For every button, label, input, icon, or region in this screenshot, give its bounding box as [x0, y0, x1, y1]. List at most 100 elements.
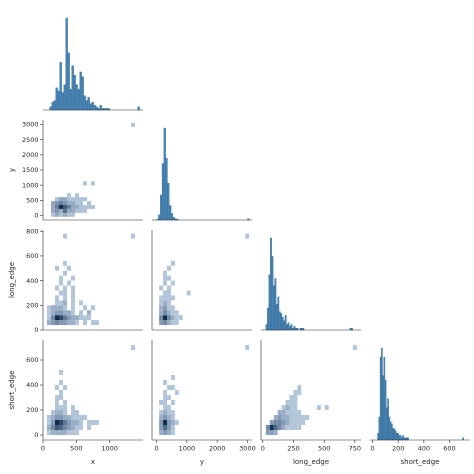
x-tick-label: 750 — [349, 445, 361, 453]
x-tick-label: 600 — [443, 445, 455, 453]
heat-cell — [71, 208, 75, 213]
heat-cell — [170, 375, 175, 380]
heat-cell — [281, 420, 286, 425]
heat-cell — [159, 285, 164, 291]
heat-cell — [170, 400, 175, 405]
heat-cell — [83, 197, 87, 202]
heat-cell — [67, 205, 71, 209]
heat-cell — [245, 345, 250, 350]
hist-bar — [160, 194, 163, 221]
hist-bar — [382, 375, 384, 441]
heat-cell — [59, 405, 63, 410]
heat-cell — [87, 420, 91, 425]
heat-cell — [83, 320, 87, 326]
heat-cell — [83, 181, 87, 186]
hist-bar — [271, 256, 274, 331]
y-tick-label: 400 — [26, 277, 38, 285]
heat-cell — [75, 193, 79, 198]
hist-bar — [99, 105, 102, 111]
heat-cell — [170, 305, 175, 311]
y-axis-label-long_edge: long_edge — [8, 262, 16, 298]
heat-cell — [163, 420, 167, 425]
heat-cell — [167, 285, 171, 291]
y-tick-label: 1000 — [22, 181, 39, 189]
heat-cell — [63, 305, 67, 311]
heat-cell — [170, 320, 175, 326]
heat-cell — [297, 410, 302, 415]
heat-cell — [75, 430, 79, 435]
y-tick-label: 2500 — [22, 136, 39, 144]
hist-bar — [71, 65, 74, 111]
heat-cell — [83, 315, 87, 321]
heat-cell — [159, 410, 164, 415]
heatmap-short_edge-vs-y: 0 1000 2000 3000 — [151, 340, 256, 453]
heat-cell — [83, 205, 87, 209]
heat-cell — [63, 430, 67, 435]
heat-cell — [167, 310, 171, 316]
heat-cell — [47, 430, 51, 435]
hist-bar — [387, 398, 389, 441]
hist-bar — [169, 205, 172, 221]
heat-cell — [63, 285, 67, 291]
x-tick-label: 3000 — [239, 445, 256, 453]
y-tick-label: 1500 — [22, 166, 39, 174]
heat-cell — [95, 320, 99, 326]
heat-cell — [51, 205, 55, 209]
hist-bar — [377, 432, 379, 441]
heat-cell — [167, 385, 171, 390]
heat-cell — [163, 425, 167, 430]
heat-cell — [273, 430, 278, 435]
heat-cell — [75, 315, 79, 321]
heat-cell — [79, 315, 83, 321]
heat-cell — [71, 201, 75, 205]
heat-cell — [51, 201, 55, 205]
heat-cell — [55, 295, 59, 301]
heat-cell — [83, 305, 87, 311]
heat-cell — [63, 410, 67, 415]
heat-cell — [281, 425, 286, 430]
heat-cell — [170, 430, 175, 435]
heat-cell — [67, 208, 71, 213]
heat-cell — [159, 415, 164, 420]
y-tick-label: 600 — [26, 252, 38, 260]
heat-cell — [167, 415, 171, 420]
heat-cell — [71, 320, 75, 326]
hist-bar — [289, 326, 291, 331]
heat-cell — [297, 425, 302, 430]
heat-cell — [55, 415, 59, 420]
heat-cell — [273, 415, 278, 420]
heat-cell — [163, 390, 167, 395]
heat-cell — [285, 425, 290, 430]
heat-cell — [63, 208, 67, 213]
y-tick-label: 2000 — [22, 151, 39, 159]
heat-cell — [281, 415, 286, 420]
heat-cell — [55, 300, 59, 306]
heat-cell — [79, 201, 83, 205]
heat-cell — [63, 415, 67, 420]
heat-cell — [59, 300, 63, 306]
heat-cell — [159, 310, 164, 316]
heat-cell — [63, 315, 67, 321]
heatmap-long_edge-vs-x: 0 200 400 600 800 — [26, 227, 143, 334]
heat-cell — [71, 205, 75, 209]
heat-cell — [51, 425, 55, 430]
x-tick-label: 250 — [287, 445, 299, 453]
heat-cell — [59, 415, 63, 420]
heat-cell — [75, 425, 79, 430]
heat-cell — [79, 208, 83, 213]
hist-bar — [284, 315, 287, 331]
x-axis-label-x: x — [91, 458, 95, 466]
heat-cell — [51, 305, 55, 311]
heat-cell — [293, 405, 298, 410]
heat-cell — [51, 310, 55, 316]
hist-bar — [73, 74, 76, 111]
hist-bar — [163, 127, 166, 221]
heat-cell — [71, 405, 75, 410]
heat-cell — [131, 345, 135, 350]
heat-cell — [170, 260, 175, 266]
heat-cell — [71, 410, 75, 415]
heat-cell — [55, 410, 59, 415]
heat-cell — [170, 385, 175, 390]
x-tick-label: 200 — [392, 445, 404, 453]
heat-cell — [67, 430, 71, 435]
